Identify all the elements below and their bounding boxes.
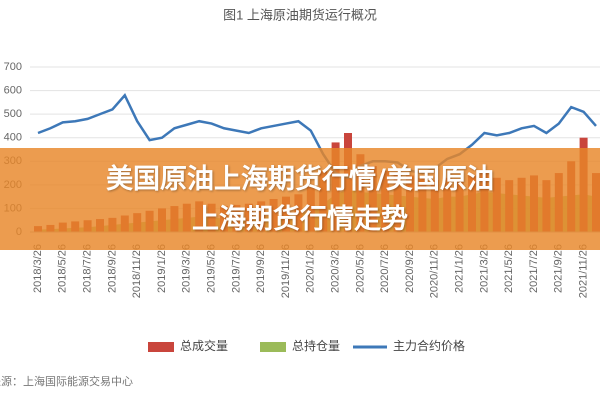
banner-line: 上海期货行情走势 [192, 204, 408, 235]
x-tick-label: 2021/7/26 [528, 244, 540, 293]
x-tick-label: 2018/9/26 [106, 244, 118, 293]
legend-label: 总成交量 [180, 338, 228, 353]
x-tick-label: 2021/9/26 [553, 244, 565, 293]
x-tick-label: 2018/5/26 [57, 244, 69, 293]
x-tick-label: 2020/7/26 [379, 244, 391, 293]
legend-label: 主力合约价格 [393, 338, 465, 353]
y-tick-label: 700 [4, 61, 22, 73]
banner-line: 美国原油上海期货行情/美国原油 [106, 164, 494, 195]
banner: 美国原油上海期货行情/美国原油 上海期货行情走势 [0, 148, 600, 250]
y-tick-label: 600 [4, 84, 22, 96]
legend-swatch [148, 342, 174, 352]
x-tick-label: 2018/3/26 [32, 244, 44, 293]
x-tick-label: 2019/7/26 [230, 244, 242, 293]
y-tick-label: 500 [4, 108, 22, 120]
x-tick-label: 2019/1/26 [156, 244, 168, 293]
x-tick-label: 2019/11/26 [280, 244, 292, 298]
x-tick-label: 2020/5/26 [354, 244, 366, 293]
source: 来源：上海国际能源交易中心 [0, 374, 133, 388]
chart-title: 图1 上海原油期货运行概况 [223, 7, 377, 22]
x-tick-label: 2020/3/26 [330, 244, 342, 293]
line [37, 93, 597, 180]
x-tick-label: 2020/11/26 [429, 244, 441, 298]
x-tick-label: 2021/5/26 [503, 244, 515, 293]
x-tick-label: 2021/1/26 [454, 244, 466, 293]
x-tick-label: 2018/7/26 [82, 244, 94, 293]
x-tick-label: 2020/1/26 [305, 244, 317, 293]
legend-swatch [260, 342, 286, 352]
y-tick-label: 400 [4, 132, 22, 144]
x-tick-label: 2020/9/26 [404, 244, 416, 293]
x-tick-label: 2021/3/26 [478, 244, 490, 293]
x-tick-label: 2019/5/26 [206, 244, 218, 293]
legend-label: 总持仓量 [292, 338, 340, 353]
x-tick-label: 2021/11/26 [578, 244, 590, 298]
x-tick-label: 2019/9/26 [255, 244, 267, 293]
x-tick-label: 2018/11/26 [131, 244, 143, 298]
x-tick-label: 2019/3/26 [181, 244, 193, 293]
